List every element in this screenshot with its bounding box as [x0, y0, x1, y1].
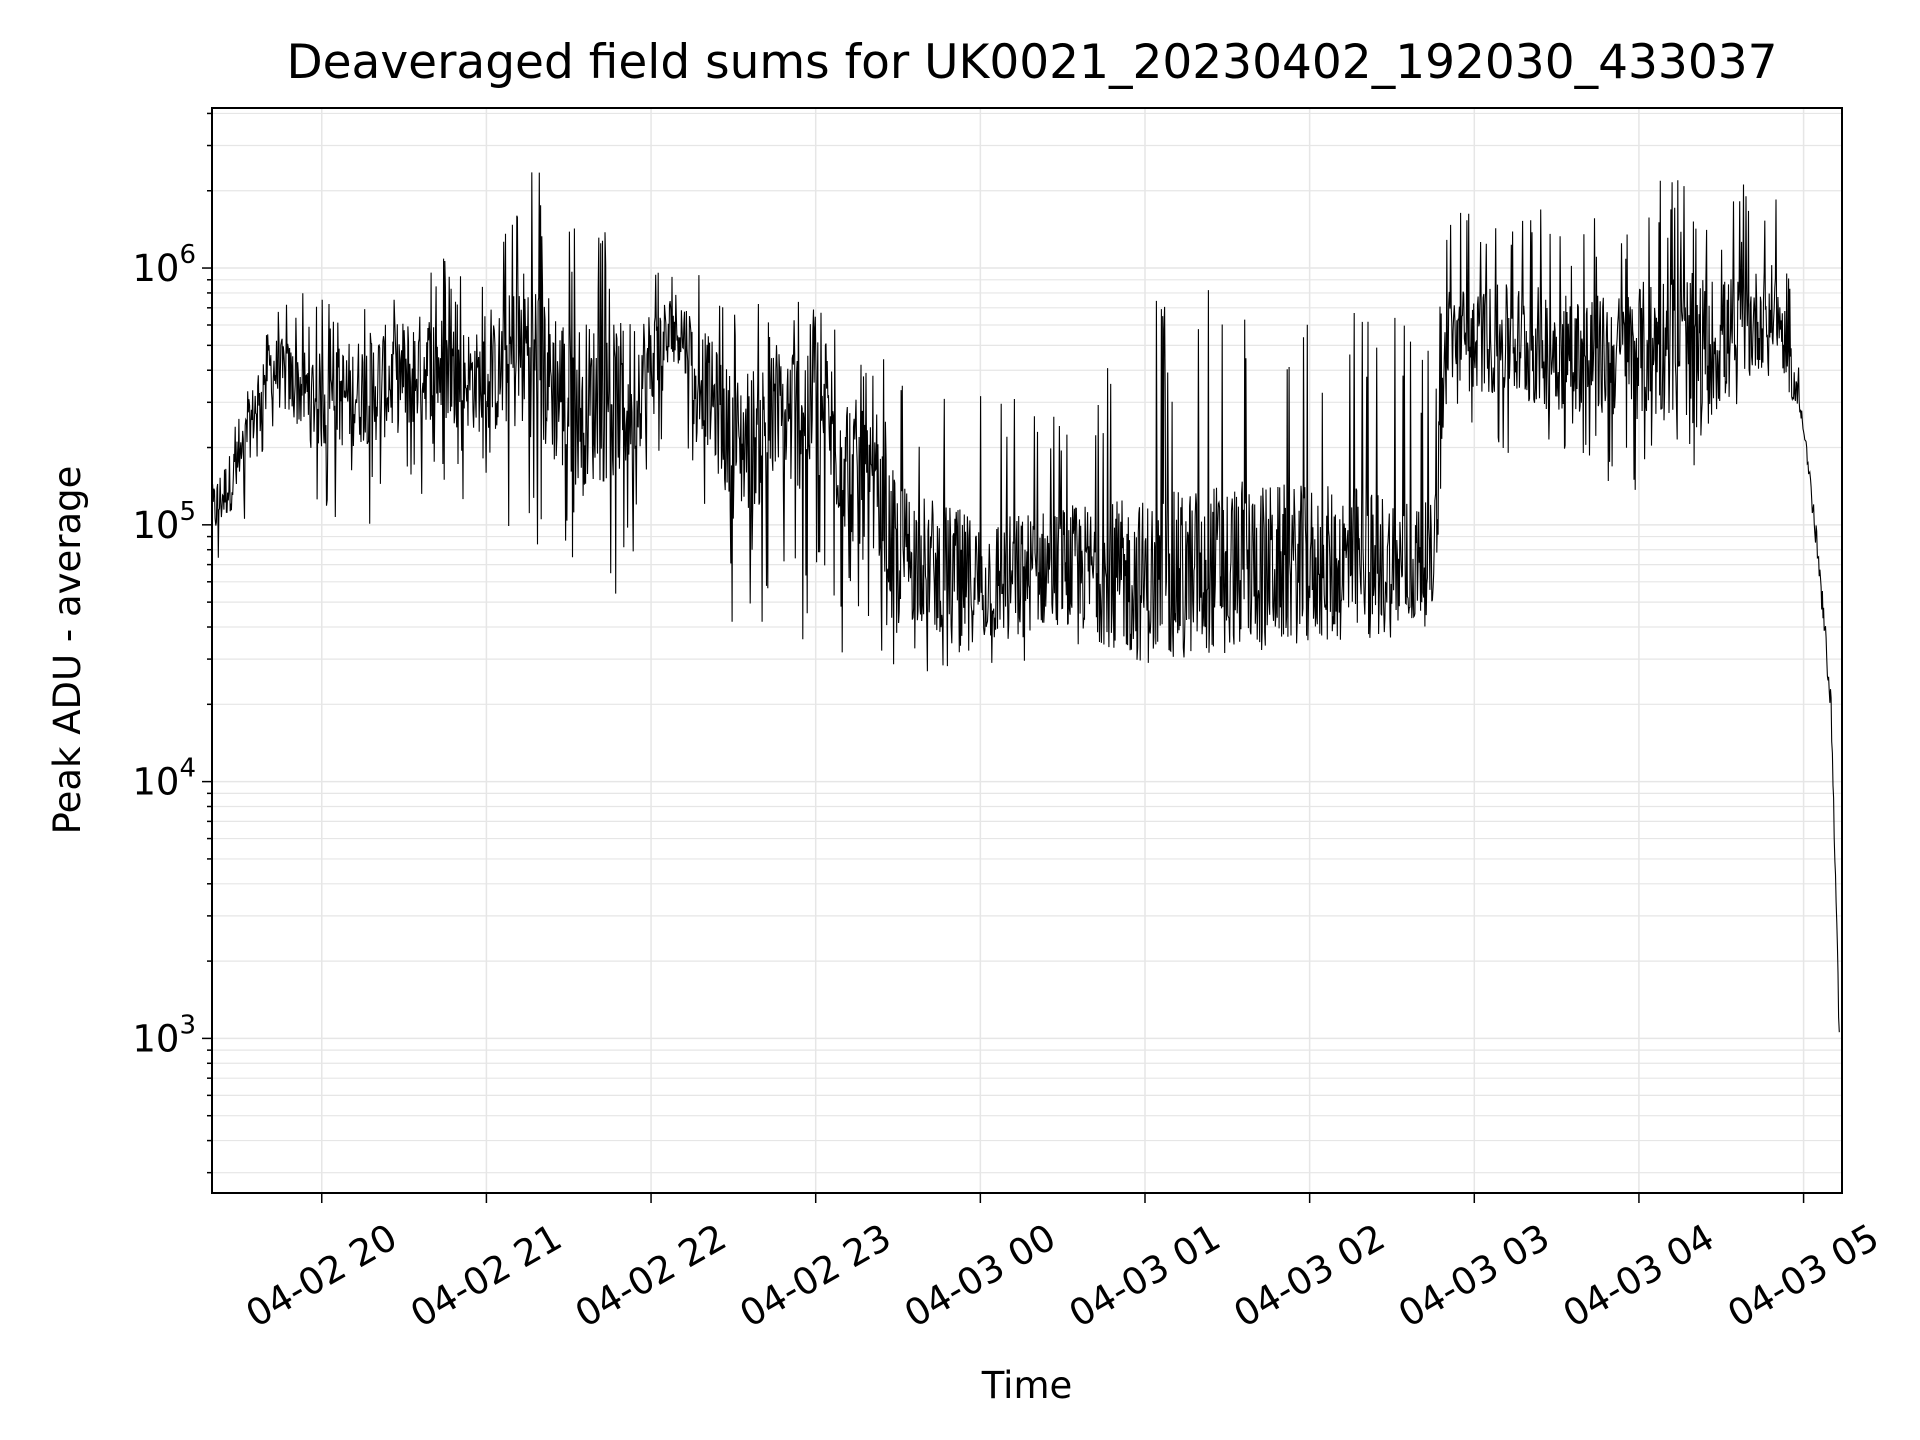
y-tick-label-1: 104 [132, 754, 196, 804]
plot-frame [211, 107, 1843, 1194]
series-line [211, 172, 1840, 1033]
x-axis-label: Time [981, 1364, 1073, 1407]
chart-title: Deaveraged field sums for UK0021_2023040… [286, 35, 1777, 90]
y-axis-ticks: 103 104 105 106 [132, 112, 212, 1174]
series-layer [211, 172, 1840, 1033]
y-tick-label-2: 105 [132, 497, 196, 547]
y-tick-label-3: 106 [132, 240, 196, 290]
y-axis-label: Peak ADU - average [46, 466, 89, 835]
y-tick-label-0: 103 [132, 1010, 196, 1060]
